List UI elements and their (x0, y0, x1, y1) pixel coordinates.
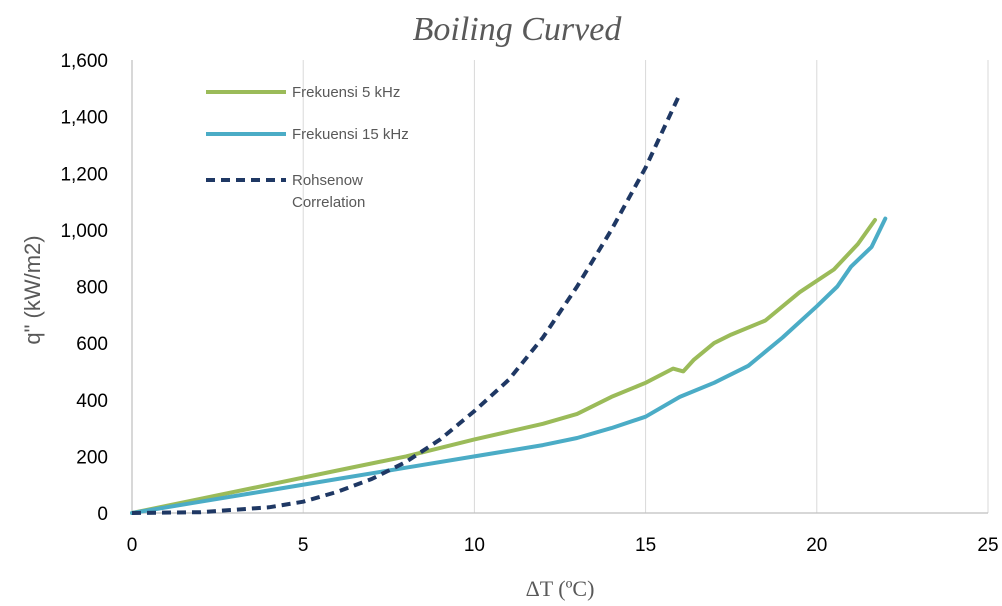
series-lines (130, 93, 888, 515)
legend: Frekuensi 5 kHz Frekuensi 15 kHz Rohsenow C… (206, 84, 409, 211)
x-tick-label: 5 (298, 535, 309, 556)
axes (131, 60, 988, 514)
y-tick-label: 0 (97, 504, 108, 525)
series-line-1 (130, 218, 877, 515)
y-tick-label: 400 (76, 391, 108, 412)
tick-labels: 0 5 10 15 20 25 0 200 400 600 800 1,000 1,200 1,400 1,… (60, 51, 998, 556)
x-tick-label: 20 (806, 535, 827, 556)
x-tick-label: 15 (635, 535, 656, 556)
legend-label-3: Rohsenow Correlation (292, 172, 365, 211)
legend-label-2: Frekuensi 15 kHz (292, 126, 409, 143)
y-axis-label: q" (kW/m2) (20, 235, 45, 344)
series-line-2 (130, 216, 888, 515)
y-tick-label: 200 (76, 447, 108, 468)
y-tick-label: 1,200 (60, 164, 108, 185)
x-tick-label: 25 (977, 535, 998, 556)
x-tick-label: 0 (127, 535, 138, 556)
y-tick-label: 800 (76, 278, 108, 299)
y-tick-label: 1,400 (60, 108, 108, 129)
y-tick-label: 600 (76, 334, 108, 355)
y-tick-label: 1,600 (60, 51, 108, 72)
chart-title: Boiling Curved (413, 11, 623, 48)
x-axis-label: ΔT (ºC) (526, 576, 595, 601)
series-line-3 (131, 93, 682, 515)
y-tick-label: 1,000 (60, 221, 108, 242)
legend-label-1: Frekuensi 5 kHz (292, 84, 400, 101)
x-tick-label: 10 (464, 535, 485, 556)
